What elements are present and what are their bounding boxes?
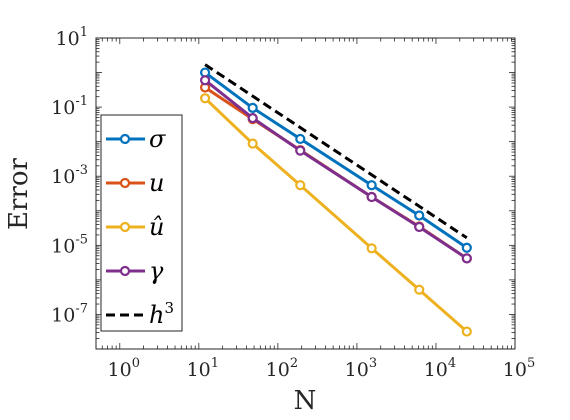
tick-exponent: 3	[369, 356, 377, 371]
series-2	[199, 93, 472, 337]
legend-marker-3	[119, 265, 131, 277]
data-point	[461, 242, 472, 253]
legend-label-text: γ	[149, 257, 164, 285]
x-axis-label: N	[294, 386, 317, 416]
data-point	[295, 180, 306, 191]
y-tick-label: 10-3	[51, 163, 88, 188]
data-point	[247, 138, 258, 149]
data-point	[414, 284, 425, 295]
tick-base: 10	[108, 359, 132, 381]
tick-base: 10	[345, 359, 369, 381]
legend-label-0: σ	[149, 125, 166, 153]
legend-marker-0	[119, 133, 131, 145]
legend-label-1: u	[149, 169, 164, 197]
series-line	[204, 79, 468, 260]
legend-marker-1	[119, 177, 131, 189]
series-line	[204, 97, 468, 333]
tick-base: 10	[424, 359, 448, 381]
x-tick-label: 101	[187, 356, 219, 381]
tick-exponent: 1	[80, 25, 88, 40]
legend-label-text: σ	[149, 125, 166, 153]
y-tick-label: 101	[56, 25, 88, 50]
y-tick-label: 10-7	[51, 301, 88, 326]
axes-box	[95, 37, 516, 350]
x-tick-label: 104	[424, 356, 456, 381]
data-point	[295, 133, 306, 145]
tick-exponent: -3	[75, 163, 88, 178]
tick-exponent: -5	[75, 232, 88, 247]
series-3	[199, 75, 472, 264]
data-point	[199, 75, 211, 86]
series-4	[204, 63, 468, 240]
tick-base: 10	[51, 97, 75, 119]
x-tick-label: 102	[266, 356, 298, 381]
tick-exponent: 0	[132, 356, 140, 371]
y-tick-label: 10-5	[51, 232, 88, 257]
data-point	[414, 210, 425, 221]
data-point	[366, 191, 377, 203]
x-tick-label: 100	[108, 356, 140, 381]
legend-label-4: h3	[149, 299, 174, 329]
series-line	[204, 63, 468, 240]
series-layer	[199, 63, 472, 337]
tick-exponent: -7	[75, 301, 88, 316]
data-point	[461, 253, 472, 264]
tick-exponent: -1	[75, 94, 88, 109]
tick-exponent: 5	[527, 356, 535, 371]
tick-base: 10	[51, 235, 75, 257]
data-point	[414, 221, 425, 233]
data-point	[366, 243, 377, 254]
legend-label-superscript: 3	[164, 299, 174, 317]
legend-label-text: u	[149, 169, 164, 197]
legend-label-text: h	[149, 301, 164, 329]
tick-exponent: 4	[448, 356, 456, 371]
tick-exponent: 1	[211, 356, 219, 371]
y-tick-label: 10-1	[51, 94, 88, 119]
legend-label-text: û	[149, 213, 164, 241]
data-point	[247, 102, 258, 113]
tick-base: 10	[51, 304, 75, 326]
legend-label-3: γ	[149, 257, 164, 285]
legend-label-2: û	[149, 213, 164, 241]
data-point	[366, 180, 377, 191]
data-point	[199, 93, 211, 104]
legend-marker-2	[119, 221, 131, 233]
tick-base: 10	[187, 359, 211, 381]
tick-base: 10	[266, 359, 290, 381]
tick-exponent: 2	[290, 356, 298, 371]
data-point	[295, 145, 306, 156]
data-point	[461, 326, 472, 337]
x-tick-label: 105	[503, 356, 535, 381]
tick-base: 10	[51, 166, 75, 188]
data-point	[247, 113, 258, 124]
tick-base: 10	[56, 28, 80, 50]
legend-box	[100, 114, 183, 332]
x-tick-label: 103	[345, 356, 377, 381]
axes	[95, 37, 516, 350]
y-axis-label: Error	[4, 157, 34, 229]
series-line	[204, 71, 468, 250]
tick-base: 10	[503, 359, 527, 381]
series-0	[199, 67, 472, 253]
